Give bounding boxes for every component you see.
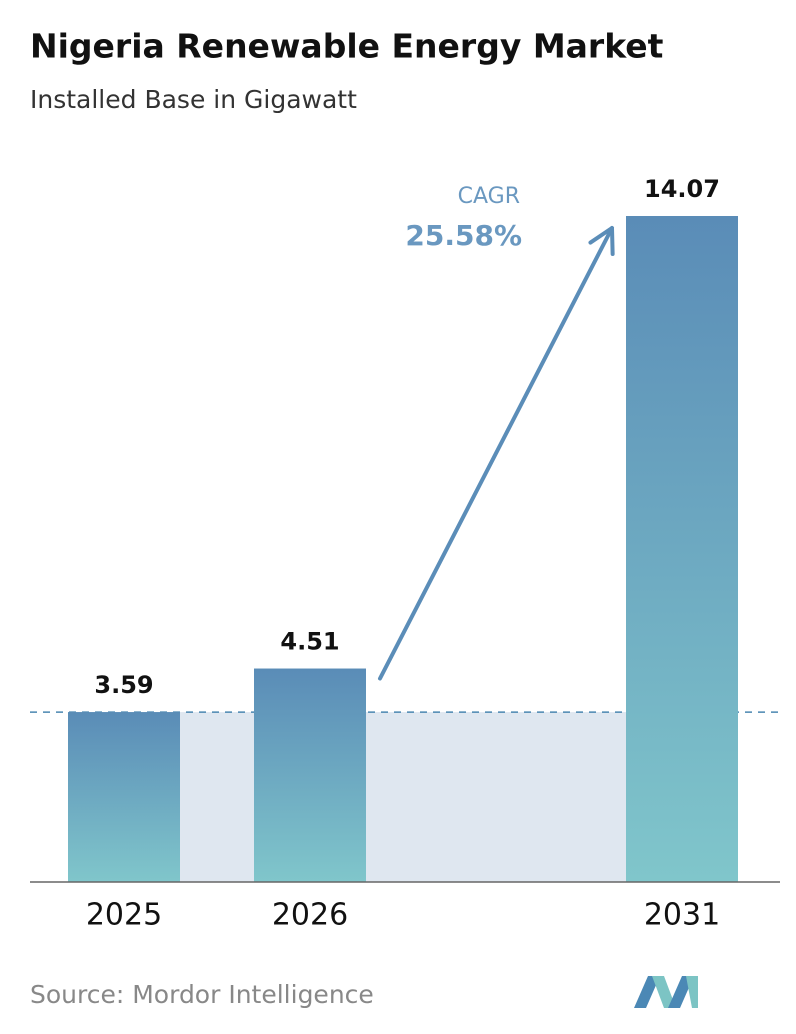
bar	[68, 712, 180, 882]
chart-title: Nigeria Renewable Energy Market	[30, 27, 664, 66]
value-label: 3.59	[94, 671, 153, 699]
chart-subtitle: Installed Base in Gigawatt	[30, 85, 357, 114]
bar	[626, 216, 738, 882]
x-tick-label: 2025	[86, 898, 162, 933]
source: Source: Mordor Intelligence	[30, 980, 374, 1009]
value-label: 4.51	[280, 628, 339, 656]
x-tick-label: 2031	[644, 898, 720, 933]
cagr-arrow-head	[588, 226, 615, 256]
x-tick-label: 2026	[272, 898, 348, 933]
cagr-value: 25.58%	[405, 219, 522, 252]
bar	[254, 668, 366, 882]
cagr-label: CAGR	[458, 184, 520, 209]
logo	[634, 976, 698, 1008]
cagr-arrow	[378, 226, 614, 681]
value-label: 14.07	[644, 175, 720, 203]
